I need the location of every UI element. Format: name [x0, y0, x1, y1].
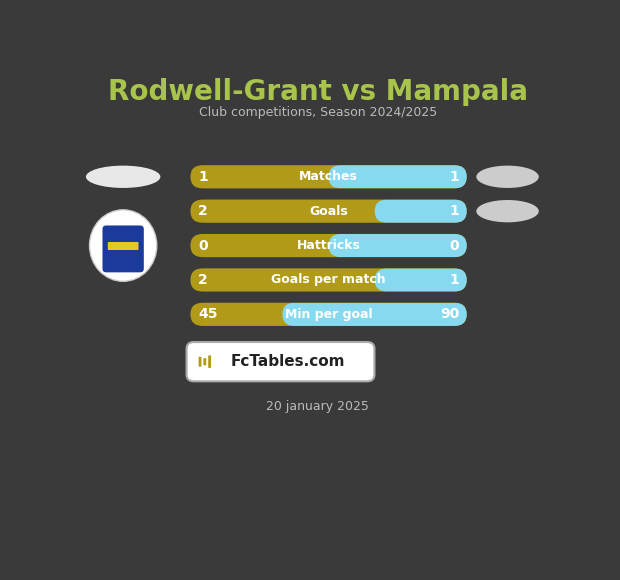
FancyBboxPatch shape: [190, 234, 467, 257]
Text: Goals: Goals: [309, 205, 348, 218]
Ellipse shape: [86, 166, 161, 188]
FancyBboxPatch shape: [190, 303, 467, 326]
FancyBboxPatch shape: [283, 303, 479, 326]
Text: Hattricks: Hattricks: [296, 239, 360, 252]
Text: Goals per match: Goals per match: [271, 273, 386, 287]
Ellipse shape: [476, 200, 539, 222]
Text: 1: 1: [450, 170, 459, 184]
FancyBboxPatch shape: [208, 356, 211, 368]
Text: Rodwell-Grant vs Mampala: Rodwell-Grant vs Mampala: [108, 78, 528, 106]
Text: Club competitions, Season 2024/2025: Club competitions, Season 2024/2025: [198, 106, 437, 118]
Text: Min per goal: Min per goal: [285, 308, 373, 321]
Text: 0: 0: [450, 238, 459, 252]
Text: 1: 1: [198, 170, 208, 184]
FancyBboxPatch shape: [102, 226, 144, 273]
Text: Matches: Matches: [299, 171, 358, 183]
Text: 20 january 2025: 20 january 2025: [267, 400, 369, 414]
Ellipse shape: [89, 210, 157, 281]
Ellipse shape: [476, 166, 539, 188]
Text: 1: 1: [450, 273, 459, 287]
FancyBboxPatch shape: [190, 269, 467, 292]
Text: 0: 0: [198, 238, 208, 252]
FancyBboxPatch shape: [329, 234, 479, 257]
Text: 90: 90: [440, 307, 459, 321]
Text: 2: 2: [198, 204, 208, 218]
FancyBboxPatch shape: [203, 358, 206, 365]
Text: 1: 1: [450, 204, 459, 218]
FancyBboxPatch shape: [108, 242, 138, 250]
FancyBboxPatch shape: [329, 165, 479, 188]
Text: 45: 45: [198, 307, 218, 321]
FancyBboxPatch shape: [374, 269, 479, 292]
FancyBboxPatch shape: [190, 165, 467, 188]
Text: FcTables.com: FcTables.com: [231, 354, 345, 369]
Text: 2: 2: [198, 273, 208, 287]
FancyBboxPatch shape: [374, 200, 479, 223]
FancyBboxPatch shape: [190, 200, 467, 223]
FancyBboxPatch shape: [187, 342, 374, 381]
FancyBboxPatch shape: [198, 357, 202, 367]
